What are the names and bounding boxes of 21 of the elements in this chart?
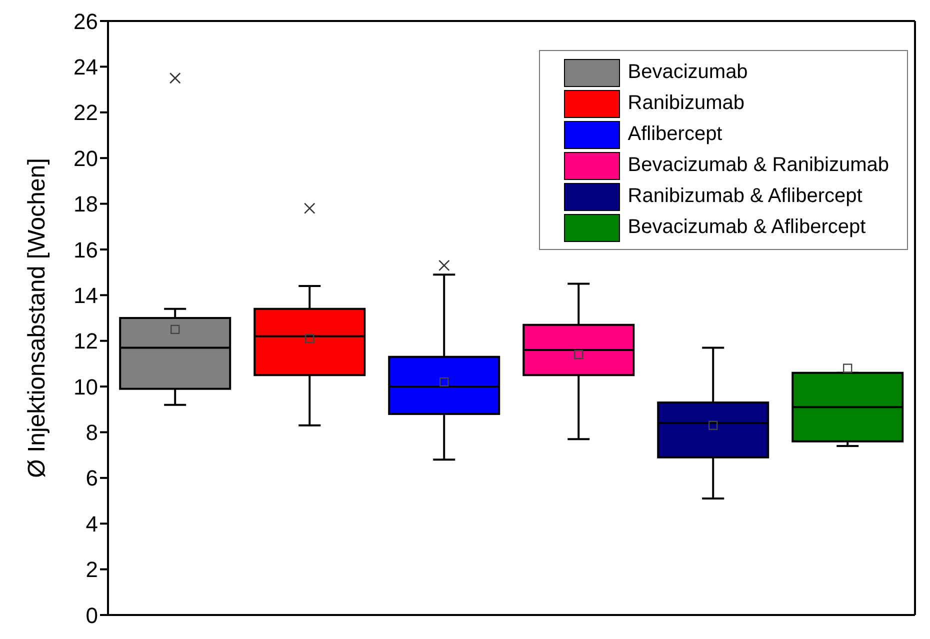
y-tick-label: 6 [86, 466, 98, 491]
y-tick-label: 4 [86, 511, 98, 536]
y-tick-label: 14 [74, 282, 98, 308]
y-tick-label: 8 [86, 420, 98, 446]
legend-label: Bevacizumab [628, 61, 748, 84]
y-tick-label: 10 [74, 374, 98, 400]
y-tick-label: 22 [74, 100, 98, 126]
legend-label: Bevacizumab & Ranibizumab [628, 154, 889, 177]
legend-label: Ranibizumab & Aflibercept [628, 185, 862, 208]
y-tick-label: 12 [74, 328, 98, 354]
y-tick-label: 20 [74, 146, 98, 171]
y-tick-label: 18 [74, 192, 98, 217]
legend-label: Aflibercept [628, 123, 722, 146]
y-tick-label: 0 [86, 602, 98, 628]
y-tick-label: 2 [86, 557, 98, 582]
legend-label: Bevacizumab & Aflibercept [628, 216, 866, 239]
y-tick-label: 16 [74, 237, 98, 262]
legend-label: Ranibizumab [628, 92, 744, 115]
y-tick-label: 24 [74, 54, 98, 80]
y-tick-label: 26 [74, 8, 98, 34]
y-axis-title: Ø Injektionsabstand [Wochen] [24, 158, 51, 478]
